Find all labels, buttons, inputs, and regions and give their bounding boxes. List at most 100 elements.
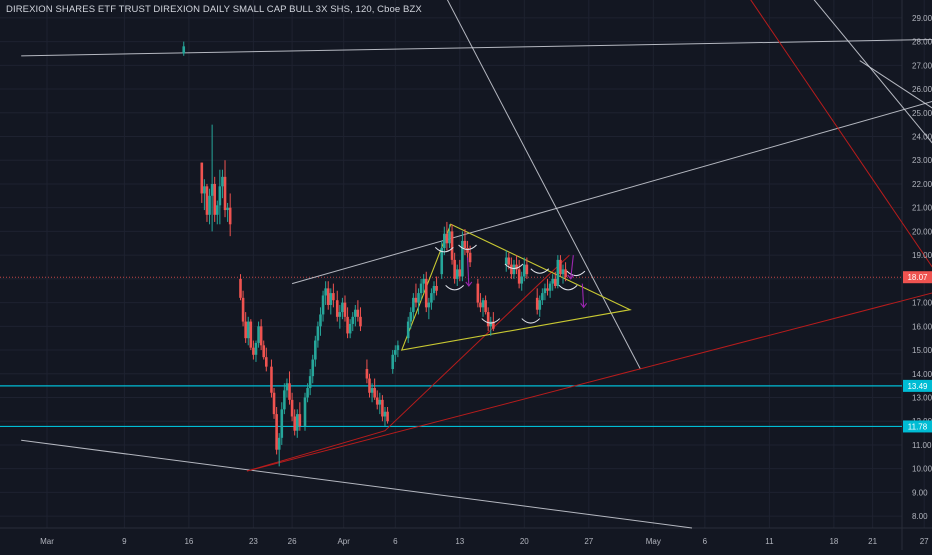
candle [365, 359, 369, 384]
last-price-badge-label: 18.07 [907, 273, 928, 282]
candle [435, 276, 438, 296]
candle-body [523, 264, 526, 277]
candle [215, 200, 219, 225]
candle-body [257, 326, 260, 343]
candle [523, 257, 526, 282]
candle [239, 274, 242, 301]
pattern-arc [521, 318, 541, 324]
candle-body [455, 269, 459, 279]
candle [346, 307, 349, 339]
candle-body [348, 323, 352, 334]
candle [308, 369, 312, 396]
candle [559, 255, 562, 277]
candle-body [450, 231, 454, 260]
candle [391, 350, 395, 374]
last-price-badge-bg [903, 271, 932, 284]
y-tick-label: 29.00 [912, 14, 932, 23]
candle [254, 340, 258, 362]
candle [450, 224, 454, 265]
level-badge: 13.49 [903, 379, 932, 392]
candle [332, 283, 335, 308]
candle-body [489, 321, 493, 327]
level-badge: 11.78 [903, 420, 932, 433]
candle-body [314, 340, 317, 360]
level-badge-bg [903, 420, 932, 433]
candle [354, 304, 357, 327]
y-tick-label: 8.00 [912, 512, 928, 521]
candle-body [306, 388, 309, 398]
candle-body [275, 414, 278, 450]
candle-body [492, 321, 495, 329]
candle-body [556, 259, 560, 286]
candle-body [343, 302, 347, 317]
candle-body [303, 397, 307, 426]
candle [396, 340, 400, 358]
candle-body [351, 316, 355, 324]
candle-body [546, 288, 549, 291]
candle-body [215, 205, 219, 215]
price-axis[interactable]: 8.009.0010.0011.0012.0013.0014.0015.0016… [903, 14, 932, 521]
candle [394, 345, 397, 362]
candle [288, 371, 291, 405]
candle [314, 335, 317, 367]
x-tick-label: 6 [703, 537, 708, 546]
candle [414, 283, 418, 308]
time-axis[interactable]: Mar 9 16 23 26 Apr 6 13 20 27 May 6 11 18 21 27 [40, 537, 929, 546]
candle [246, 316, 250, 346]
candle-body [515, 264, 518, 270]
candle-body [341, 302, 344, 313]
candle-body [283, 390, 286, 410]
candle [430, 288, 433, 310]
candle [378, 392, 382, 415]
candle [356, 300, 360, 322]
candle [564, 262, 567, 282]
candle [375, 390, 379, 410]
pattern-arc [504, 263, 524, 269]
symbol-title: DIREXION SHARES ETF TRUST DIREXION DAILY… [6, 4, 422, 15]
candle-body [308, 376, 312, 389]
annotation-layer [434, 244, 588, 324]
candle-body [213, 183, 216, 215]
candle [326, 281, 330, 310]
candle-body [277, 437, 281, 450]
candle-body [476, 283, 480, 303]
trendline-white [21, 39, 932, 57]
candle [341, 297, 344, 320]
y-tick-label: 25.00 [912, 109, 932, 118]
candle-body [321, 295, 325, 315]
candle-body [424, 278, 428, 308]
candle-body [241, 297, 245, 322]
candle [265, 347, 268, 372]
candle [517, 259, 521, 289]
candle [561, 264, 565, 284]
candle-body [383, 411, 387, 417]
candle-body [430, 293, 433, 303]
candle [381, 395, 384, 422]
candle-body [252, 347, 255, 355]
candle [515, 255, 518, 275]
candle-body [535, 297, 539, 310]
candle-body [239, 278, 242, 298]
y-tick-label: 15.00 [912, 346, 932, 355]
candle-body [412, 297, 415, 313]
candle [218, 169, 222, 225]
candle-body [218, 186, 222, 206]
candle-body [359, 316, 362, 327]
candle-body [293, 416, 296, 431]
candle [458, 259, 462, 282]
candle-body [561, 269, 565, 275]
candle-body [481, 300, 485, 308]
candle [445, 221, 449, 251]
candle [298, 402, 302, 431]
candle-body [298, 414, 302, 426]
level-badge-label: 13.49 [907, 382, 928, 391]
x-tick-label: 13 [455, 537, 464, 546]
candle [520, 271, 524, 291]
candle-body [354, 309, 357, 317]
candle [440, 240, 444, 279]
candle-body [543, 288, 547, 294]
candle [359, 307, 362, 332]
candle [293, 409, 296, 436]
